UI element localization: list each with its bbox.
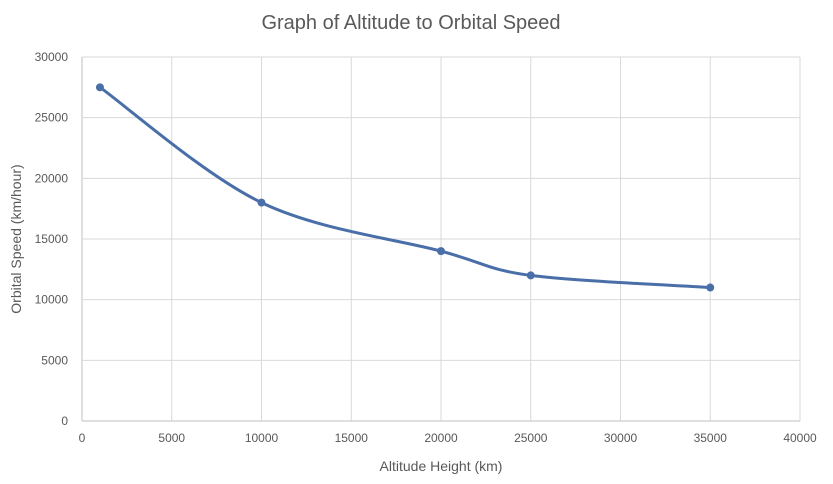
x-axis-ticks: 0 5000 10000 15000 20000 25000 30000 35000 40000 <box>79 431 817 445</box>
x-tick-label: 40000 <box>783 431 817 445</box>
grid <box>81 56 801 422</box>
x-tick-label: 10000 <box>245 431 279 445</box>
series-line <box>99 86 711 290</box>
y-tick-label: 10000 <box>35 293 69 307</box>
x-tick-label: 30000 <box>604 431 638 445</box>
x-tick-label: 5000 <box>158 431 185 445</box>
chart-title: Graph of Altitude to Orbital Speed <box>261 12 560 34</box>
y-tick-label: 15000 <box>35 232 69 246</box>
data-point <box>257 198 266 207</box>
y-tick-label: 25000 <box>35 111 69 125</box>
x-tick-label: 0 <box>79 431 86 445</box>
series-markers <box>95 83 715 292</box>
x-axis-label: Altitude Height (km) <box>380 458 503 474</box>
data-point <box>437 247 445 256</box>
y-axis-ticks: 0 5000 10000 15000 20000 25000 30000 <box>35 50 69 428</box>
data-point <box>526 271 535 280</box>
x-tick-label: 35000 <box>694 431 728 445</box>
data-point <box>706 283 715 292</box>
y-axis-label: Orbital Speed (km/hour) <box>8 164 24 313</box>
x-tick-label: 15000 <box>335 431 369 445</box>
y-tick-label: 20000 <box>35 171 69 185</box>
x-tick-label: 25000 <box>514 431 548 445</box>
y-tick-label: 5000 <box>41 353 68 367</box>
y-tick-label: 0 <box>61 414 68 428</box>
y-tick-label: 30000 <box>35 50 69 64</box>
data-point <box>95 83 104 92</box>
x-tick-label: 20000 <box>424 431 458 445</box>
